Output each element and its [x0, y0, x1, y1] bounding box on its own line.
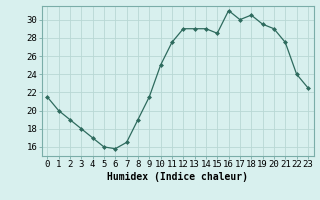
- X-axis label: Humidex (Indice chaleur): Humidex (Indice chaleur): [107, 172, 248, 182]
